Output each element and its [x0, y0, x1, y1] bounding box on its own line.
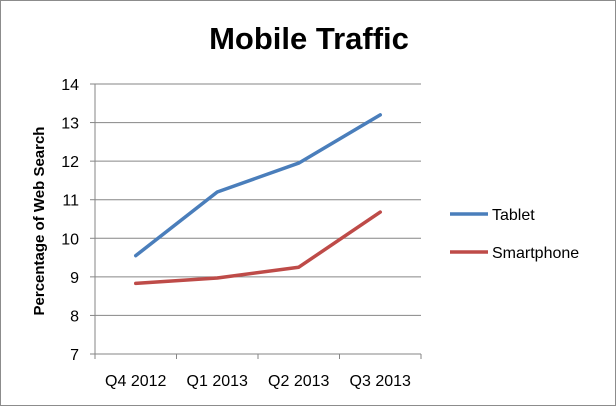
- legend: Tablet Smartphone: [450, 207, 579, 262]
- y-tick-label: 9: [70, 270, 79, 287]
- x-tick-labels: Q4 2012 Q1 2013 Q2 2013 Q3 2013: [105, 373, 411, 390]
- series-line-tablet: [134, 113, 382, 258]
- axes: [94, 84, 421, 355]
- y-tick-label: 8: [70, 308, 79, 325]
- legend-label-tablet: Tablet: [492, 207, 535, 224]
- x-tick-label: Q4 2012: [105, 373, 166, 390]
- y-tick-label: 11: [62, 193, 79, 210]
- x-tick-label: Q1 2013: [187, 373, 248, 390]
- legend-label-smartphone: Smartphone: [492, 245, 579, 262]
- series-lines: [134, 113, 382, 286]
- y-tick-label: 14: [61, 77, 79, 94]
- chart-title: Mobile Traffic: [209, 21, 409, 56]
- y-tick-label: 7: [70, 347, 79, 364]
- y-tick-labels: 7 8 9 10 11 12 13 14: [61, 77, 79, 364]
- x-tick-label: Q2 2013: [268, 373, 329, 390]
- x-tick-label: Q3 2013: [350, 373, 411, 390]
- y-axis-label: Percentage of Web Search: [31, 127, 48, 316]
- y-tick-label: 12: [61, 154, 79, 171]
- y-tick-label: 10: [61, 231, 79, 248]
- series-line-smartphone: [134, 210, 382, 286]
- grid-lines: [90, 83, 422, 359]
- y-tick-label: 13: [61, 116, 79, 133]
